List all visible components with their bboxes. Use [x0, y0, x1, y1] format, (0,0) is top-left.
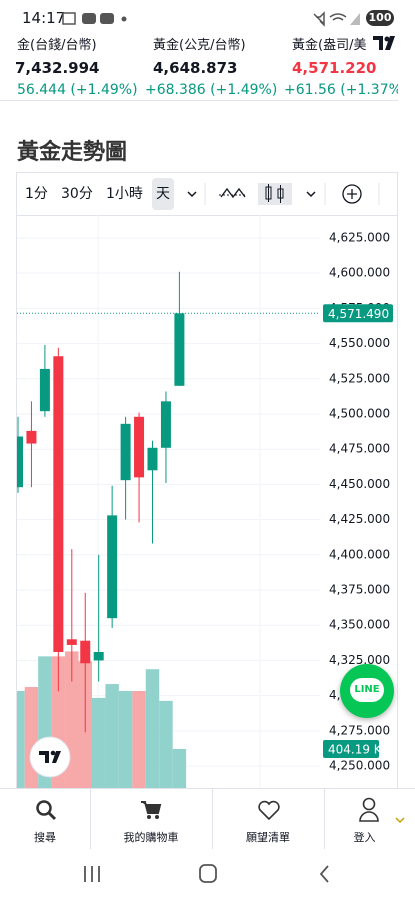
y-tick-label: 4,550.000: [329, 336, 390, 350]
nav-label: 搜尋: [34, 831, 56, 844]
y-tick-label: 4,350.000: [329, 618, 390, 632]
volume-bar: [105, 684, 119, 788]
status-bar: 14:17 100: [0, 0, 415, 36]
interval-button[interactable]: 30分: [61, 186, 93, 202]
candle-body: [120, 423, 131, 481]
candle-body: [107, 515, 118, 619]
nav-item[interactable]: 搜尋: [0, 789, 91, 849]
interval-button[interactable]: 天: [152, 178, 174, 210]
volume-bar: [145, 669, 160, 788]
candle-body: [147, 447, 158, 471]
y-tick-label: 4,425.000: [329, 512, 390, 526]
volume-bar: [159, 700, 173, 788]
line-button[interactable]: LINE: [340, 664, 394, 718]
y-tick-label: 4,450.000: [329, 477, 390, 491]
ticker-price: 7,432.994: [15, 59, 100, 77]
toolbar-icons: [187, 183, 380, 205]
candle-body: [93, 651, 104, 661]
heart-icon: [258, 800, 280, 821]
volume-bar: [17, 690, 25, 788]
ticker-change: +68.386 (+1.49%): [145, 82, 278, 98]
user-icon: [359, 797, 379, 822]
y-tick-label: 4,325.000: [329, 653, 390, 667]
nav-item[interactable]: 我的購物車: [90, 789, 213, 849]
candle-body: [66, 639, 77, 645]
chevron: [395, 817, 405, 824]
tradingview-badge[interactable]: [29, 736, 71, 778]
ticker-name: 黃金(盎司/美: [292, 38, 367, 53]
candle-body: [39, 368, 50, 412]
system-nav: [84, 864, 329, 883]
nav-label: 登入: [353, 831, 376, 844]
volume-bar: [118, 690, 133, 788]
candle-body: [53, 356, 64, 652]
candlestick-chart: 4,250.0004,275.0004,300.0004,325.0004,35…: [17, 215, 393, 788]
volume-bar: [91, 697, 106, 788]
candle-body: [17, 436, 23, 488]
candle-body: [160, 401, 171, 448]
tradingview-logo: [368, 30, 398, 56]
signal-icons: [313, 11, 360, 27]
candle-body: [26, 430, 37, 444]
last-price-tag: [323, 304, 393, 323]
y-tick-label: 4,600.000: [329, 266, 390, 280]
ticker[interactable]: 黃金(盎司/美 4,571.220 +61.56 (+1.37%): [284, 30, 398, 98]
cart-icon: [141, 801, 162, 819]
search-icon: [36, 800, 57, 821]
y-tick-label: 4,275.000: [329, 723, 390, 737]
battery: 100: [366, 10, 394, 26]
chart-widget: 1分 30分 1小時 天 4,250.0004,275.0004,300.000…: [16, 172, 398, 788]
interval-button[interactable]: 1小時: [106, 186, 143, 202]
clock: 14:17: [22, 9, 66, 27]
ticker-change: 56.444 (+1.49%): [17, 82, 138, 98]
nav-item[interactable]: 登入: [324, 789, 415, 849]
y-tick-label: 4,250.000: [329, 759, 390, 773]
ticker-price: 4,571.220: [292, 59, 377, 77]
candle-body: [174, 313, 185, 386]
ticker-row: 金(台錢/台幣) 7,432.994 56.444 (+1.49%) 黃金(公克…: [0, 30, 398, 101]
volume-tag: [323, 739, 379, 758]
last-price-label: 4,571.490: [328, 307, 389, 321]
interval-button[interactable]: 1分: [25, 186, 48, 202]
line-label: LINE: [350, 678, 384, 702]
ticker-name: 金(台錢/台幣): [17, 38, 97, 53]
y-tick-label: 4,375.000: [329, 583, 390, 597]
nav-label: 我的購物車: [123, 831, 179, 844]
volume-label: 404.19 K: [328, 742, 383, 756]
ticker[interactable]: 金(台錢/台幣) 7,432.994 56.444 (+1.49%): [15, 30, 138, 98]
candle-body: [134, 416, 145, 478]
y-tick-label: 4,500.000: [329, 406, 390, 420]
volume-bar: [132, 690, 146, 788]
nav-item[interactable]: 願望清單: [212, 789, 325, 849]
ticker-change: +61.56 (+1.37%): [284, 82, 398, 98]
ticker[interactable]: 黃金(公克/台幣) 4,648.873 +68.386 (+1.49%): [145, 30, 277, 98]
status-icons: [62, 12, 127, 25]
y-tick-label: 4,525.000: [329, 371, 390, 385]
nav-label: 願望清單: [246, 831, 290, 844]
ticker-price: 4,648.873: [153, 59, 238, 77]
y-tick-label: 4,625.000: [329, 230, 390, 244]
candle-body: [80, 640, 91, 664]
section-title: 黃金走勢圖: [17, 140, 128, 165]
volume-bar: [172, 748, 187, 788]
toolbar: 1分 30分 1小時 天: [17, 173, 397, 216]
y-tick-label: 4,400.000: [329, 547, 390, 561]
bottom-nav: 搜尋 我的購物車 願望清單 登入: [0, 788, 415, 849]
ticker-name: 黃金(公克/台幣): [153, 38, 246, 53]
y-tick-label: 4,475.000: [329, 442, 390, 456]
